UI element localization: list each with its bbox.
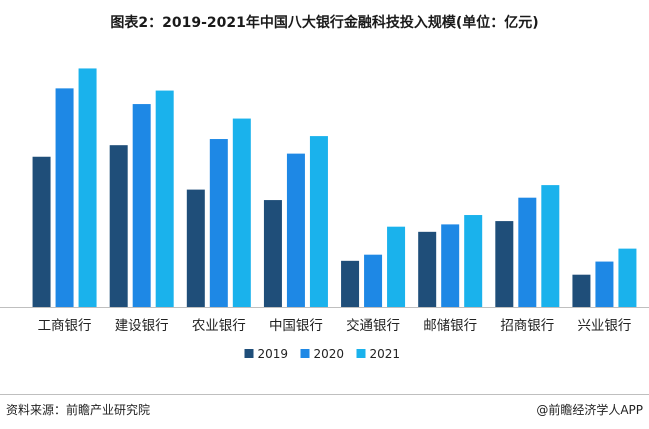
x-tick-label: 建设银行 bbox=[115, 318, 169, 334]
bar-2021-8 bbox=[618, 248, 637, 307]
bar-2019-7 bbox=[495, 221, 514, 307]
bar-2019-5 bbox=[341, 260, 360, 307]
bar-2020-2 bbox=[132, 104, 151, 307]
bar-2019-6 bbox=[418, 231, 437, 307]
bar-2019-2 bbox=[109, 145, 128, 307]
brand-credit: @前瞻经济学人APP bbox=[536, 401, 643, 418]
legend-swatch-2021 bbox=[356, 349, 366, 358]
bar-2021-4 bbox=[309, 136, 328, 307]
bar-2019-4 bbox=[263, 200, 282, 307]
bar-2020-1 bbox=[55, 88, 74, 308]
x-tick-label: 工商银行 bbox=[38, 318, 92, 334]
x-tick-label: 兴业银行 bbox=[577, 318, 631, 334]
bar-2021-5 bbox=[387, 226, 406, 307]
bar-2021-1 bbox=[78, 68, 97, 307]
footer-divider bbox=[0, 394, 649, 395]
bar-2020-3 bbox=[209, 139, 228, 307]
bar-2021-2 bbox=[155, 90, 174, 308]
x-tick-label: 农业银行 bbox=[192, 318, 246, 334]
legend-swatch-2020 bbox=[300, 349, 310, 358]
legend-label-2020: 2020 bbox=[314, 347, 345, 361]
bar-2020-8 bbox=[595, 261, 614, 307]
bar-2020-5 bbox=[364, 254, 383, 307]
bar-2019-8 bbox=[572, 274, 591, 307]
bar-2019-1 bbox=[32, 156, 51, 307]
x-tick-label: 中国银行 bbox=[269, 318, 323, 334]
bar-2020-4 bbox=[286, 153, 305, 307]
bar-2019-3 bbox=[186, 189, 205, 307]
bar-2020-6 bbox=[441, 224, 460, 307]
brand-label: @前瞻经济学人APP bbox=[536, 403, 643, 417]
x-tick-label: 邮储银行 bbox=[423, 318, 477, 334]
bar-chart: 工商银行 建设银行 农业银行 中国银行 交通银行 邮储银行 招商银行 兴业银行 2019 2020… bbox=[0, 68, 649, 361]
bar-2021-6 bbox=[464, 215, 483, 307]
x-tick-label: 招商银行 bbox=[500, 318, 554, 334]
legend-label-2021: 2021 bbox=[370, 347, 401, 361]
legend-label-2019: 2019 bbox=[258, 347, 289, 361]
source-note: 资料来源：前瞻产业研究院 bbox=[6, 403, 151, 417]
bar-2020-7 bbox=[518, 197, 537, 307]
x-tick-label: 交通银行 bbox=[346, 317, 400, 334]
chart-title: 图表2：2019-2021年中国八大银行金融科技投入规模(单位：亿元) bbox=[110, 15, 539, 31]
bar-2021-7 bbox=[541, 185, 560, 307]
bar-2021-3 bbox=[232, 118, 251, 307]
legend-swatch-2019 bbox=[244, 349, 254, 358]
